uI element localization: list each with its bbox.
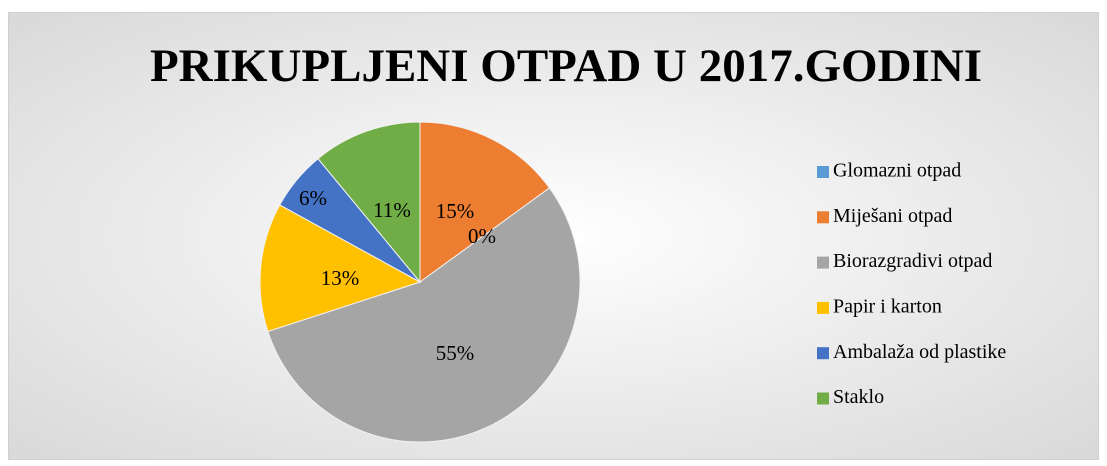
pie-slice: [259, 204, 422, 333]
data-label: 55%: [436, 341, 475, 365]
legend-swatch: [817, 392, 829, 405]
pie-slice: [419, 121, 551, 283]
legend-label: Papir i karton: [833, 295, 942, 317]
legend-label: Glomazni otpad: [833, 160, 961, 182]
pie-slice: [317, 121, 421, 284]
legend-swatch: [817, 256, 829, 269]
legend-swatch: [817, 301, 829, 314]
legend-swatch: [817, 347, 829, 360]
pie-slice: [267, 187, 581, 443]
legend-label: Ambalaža od plastike: [833, 341, 1006, 363]
legend-swatch: [817, 211, 829, 224]
chart-title: PRIKUPLJENI OTPAD U 2017.GODINI: [150, 40, 982, 92]
legend-label: Staklo: [833, 386, 884, 408]
legend-label: Miješani otpad: [833, 205, 952, 227]
data-label: 0%: [468, 224, 496, 248]
legend-swatch: [817, 166, 829, 178]
data-label: 15%: [436, 199, 475, 223]
legend-label: Biorazgradivi otpad: [833, 250, 992, 272]
data-label: 11%: [373, 198, 411, 222]
data-label: 6%: [299, 186, 327, 210]
data-label: 13%: [321, 266, 360, 290]
